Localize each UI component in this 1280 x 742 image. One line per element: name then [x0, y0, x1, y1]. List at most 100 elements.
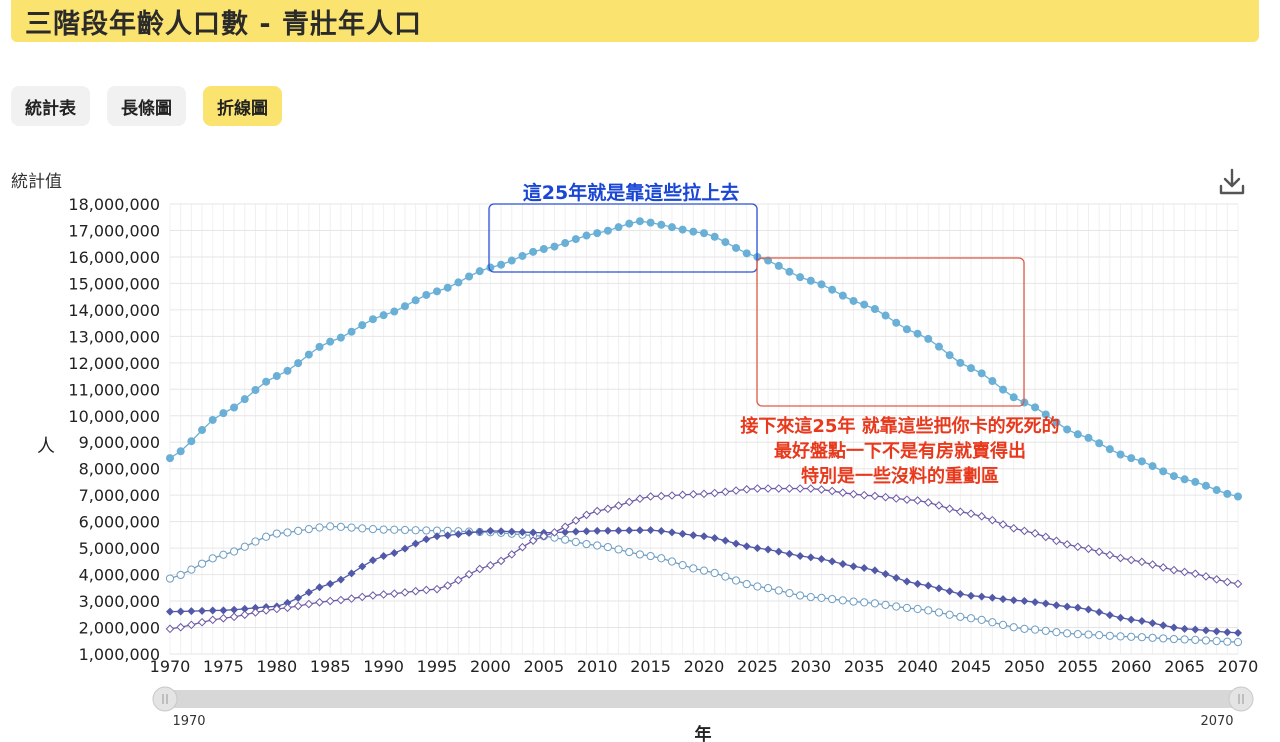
data-point: [710, 568, 719, 578]
data-point: [966, 614, 976, 623]
data-point: [1009, 623, 1018, 632]
data-point: [998, 620, 1008, 629]
data-point: [272, 529, 281, 538]
range-slider-end-handle[interactable]: [1228, 686, 1254, 712]
data-point: [229, 547, 239, 556]
data-point: [667, 557, 677, 566]
data-point: [956, 612, 965, 621]
data-point: [721, 238, 730, 247]
data-point: [475, 267, 484, 276]
data-point: [764, 545, 773, 554]
data-point: [956, 589, 965, 598]
data-point: [326, 337, 335, 346]
data-point: [283, 598, 292, 607]
data-point: [475, 564, 485, 574]
data-point: [913, 579, 922, 588]
data-point: [1233, 579, 1243, 589]
data-point: [753, 544, 762, 553]
tab-line-chart[interactable]: 折線圖: [203, 86, 282, 126]
data-point: [486, 526, 495, 535]
x-axis-ticks: 1970 1975 1980 1985 1990 1995 2000 2005 2010 2015…: [150, 657, 1259, 676]
data-point: [838, 596, 847, 605]
data-point: [1191, 635, 1200, 644]
data-point: [1009, 523, 1019, 533]
data-point: [1169, 565, 1179, 575]
data-point: [571, 235, 580, 244]
data-point: [251, 603, 260, 612]
tab-table[interactable]: 統計表: [11, 86, 90, 126]
data-point: [1105, 550, 1115, 560]
data-point: [1116, 632, 1125, 641]
range-slider-start-handle[interactable]: [152, 686, 178, 712]
data-point: [400, 525, 410, 535]
data-point: [208, 554, 217, 563]
data-point: [1030, 529, 1040, 538]
data-point: [892, 573, 901, 582]
data-point: [1148, 633, 1157, 642]
data-point: [208, 606, 217, 615]
data-point: [486, 561, 495, 570]
data-point: [561, 239, 570, 248]
data-point: [774, 586, 783, 595]
data-point: [785, 549, 794, 558]
data-point: [689, 227, 698, 236]
data-point: [742, 542, 751, 551]
data-point: [1148, 462, 1157, 471]
data-point: [1009, 596, 1018, 605]
data-point: [1169, 634, 1179, 644]
data-point: [924, 334, 933, 343]
data-point: [967, 591, 975, 600]
data-point: [646, 551, 655, 561]
data-point: [795, 484, 805, 493]
data-point: [262, 377, 271, 386]
slider-end-label: 2070: [1200, 714, 1233, 729]
data-point: [806, 484, 816, 493]
data-point: [753, 582, 762, 591]
data-point: [924, 606, 933, 615]
data-point: [635, 550, 645, 559]
annotation-red-line-2: 最好盤點一下不是有房就賣得出: [774, 440, 1026, 462]
data-point: [368, 315, 377, 324]
data-point: [667, 528, 676, 537]
y-tick-label: 6,000,000: [79, 513, 160, 532]
data-point: [315, 523, 324, 532]
data-point: [507, 550, 517, 559]
data-point: [1105, 631, 1114, 640]
data-point: [325, 596, 335, 606]
data-point: [411, 586, 420, 596]
data-point: [411, 526, 420, 535]
data-point: [625, 526, 634, 535]
data-point: [860, 300, 869, 309]
data-point: [881, 311, 890, 320]
data-point: [528, 536, 538, 545]
data-point: [433, 287, 441, 296]
data-point: [817, 554, 826, 563]
data-point: [507, 527, 516, 536]
data-point: [678, 561, 687, 570]
y-tick-label: 15,000,000: [68, 274, 160, 293]
tab-bar-chart[interactable]: 長條圖: [107, 86, 186, 126]
data-point: [347, 523, 356, 532]
data-point: [422, 526, 431, 535]
data-point: [1020, 597, 1029, 606]
data-point: [230, 605, 239, 614]
data-point: [315, 583, 324, 592]
data-point: [1052, 601, 1061, 610]
data-point: [881, 600, 890, 609]
download-icon[interactable]: [1216, 166, 1248, 198]
data-point: [411, 539, 420, 548]
data-point: [1127, 454, 1136, 463]
data-point: [1020, 526, 1029, 536]
data-point: [347, 569, 356, 578]
data-point: [689, 489, 698, 499]
annotation-blue-text: 這25年就是靠這些拉上去: [523, 181, 739, 204]
annotation-red-line-1: 接下來這25年 就靠這些把你卡的死死的: [740, 415, 1059, 437]
range-slider-track[interactable]: [164, 690, 1242, 708]
data-point: [336, 522, 345, 531]
data-point: [774, 261, 783, 270]
data-point: [251, 608, 260, 617]
data-point: [529, 247, 538, 256]
data-point: [561, 528, 570, 537]
data-point: [593, 229, 602, 238]
